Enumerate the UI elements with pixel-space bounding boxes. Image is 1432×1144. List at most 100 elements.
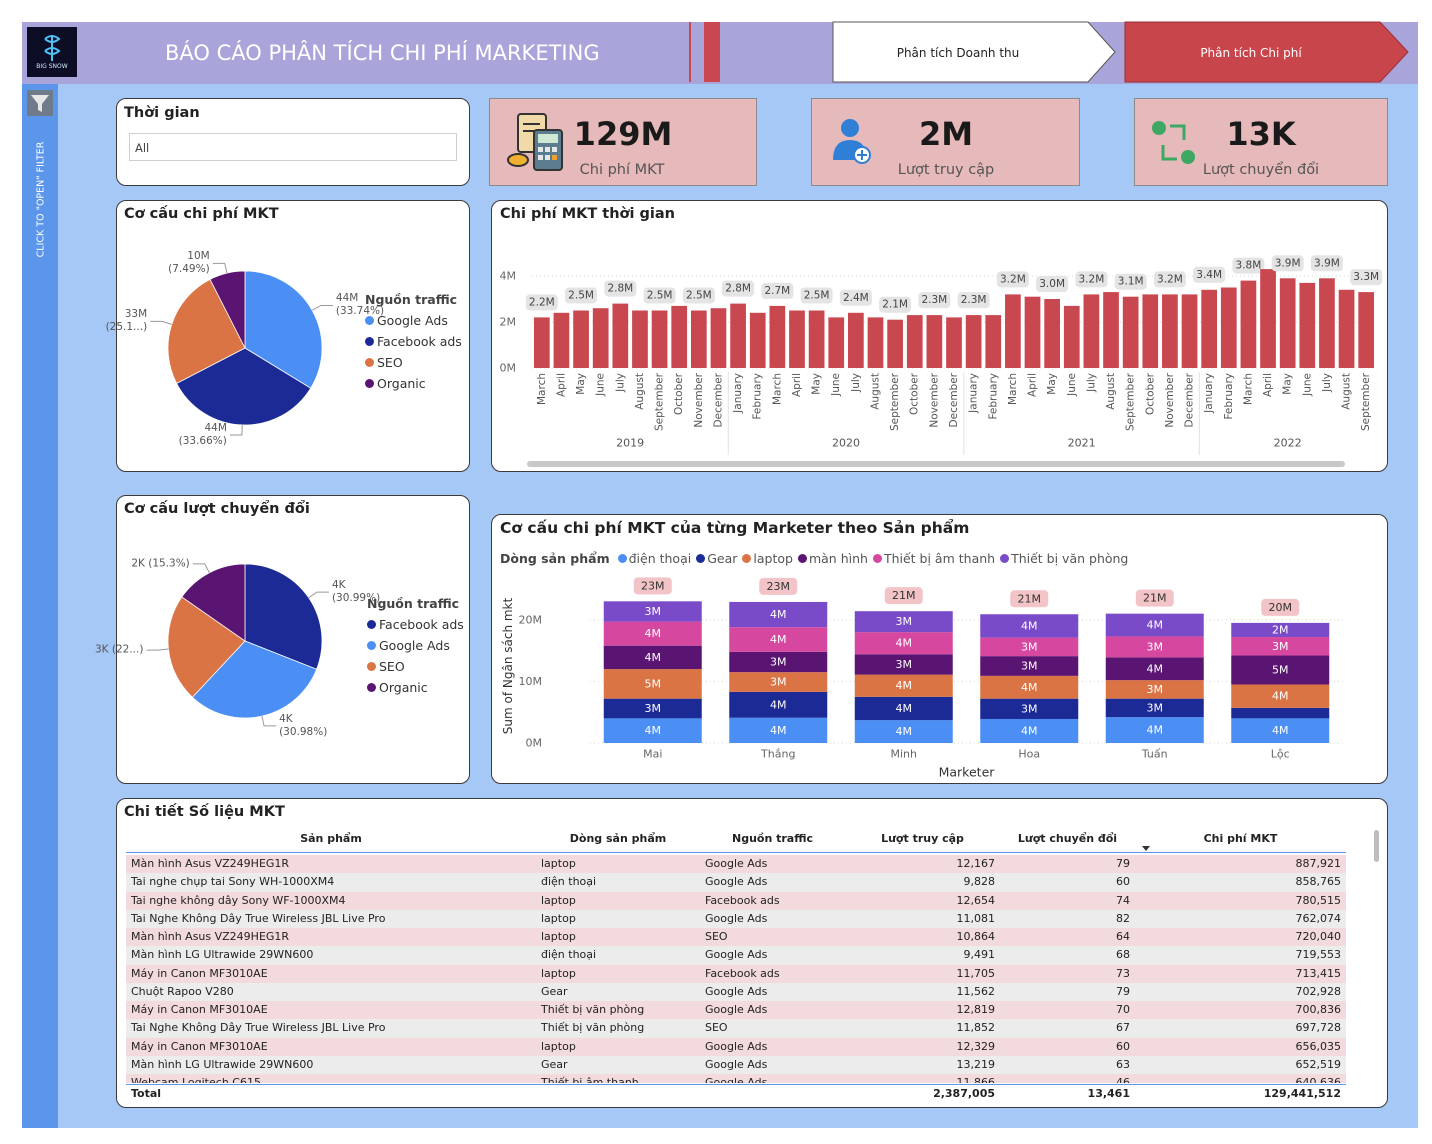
table-cell: 780,515 [1295, 893, 1342, 907]
legend-label: màn hình [808, 551, 868, 566]
data-label: 3M [645, 702, 662, 715]
total-label-background [633, 577, 672, 595]
bar-segment [980, 698, 1079, 719]
bar [1260, 269, 1276, 368]
filter-icon[interactable] [27, 90, 53, 116]
table-header-line [126, 852, 1346, 853]
x-tick-label: Lộc [1271, 748, 1290, 761]
table-row: Tai nghe không dây Sony WF-1000XM4 laptop… [126, 891, 1346, 910]
legend-marker [367, 662, 376, 671]
nav-button[interactable] [832, 21, 1116, 83]
bar [1122, 296, 1139, 368]
x-group-label: 2022 [1274, 437, 1302, 450]
legend-item: SEO [367, 659, 464, 674]
legend-item: Google Ads [365, 313, 462, 328]
data-label: 2K (15.3%) [131, 557, 190, 570]
x-tick-label: Mai [643, 748, 662, 761]
label-background [1153, 271, 1186, 288]
legend-item: Facebook ads [365, 334, 462, 349]
legend-label: Organic [379, 680, 428, 695]
table-cell: 12,329 [956, 1039, 996, 1053]
pie-slice [191, 640, 318, 719]
scrollbar[interactable] [1374, 830, 1379, 862]
table-cell: Thiết bị văn phòng [541, 1003, 645, 1016]
column-header: Lượt truy cập [881, 832, 964, 845]
data-label: 4M [770, 608, 787, 621]
label-background [918, 292, 951, 309]
label-background [604, 280, 637, 297]
x-tick-label: December [712, 372, 724, 427]
leader-line [311, 304, 333, 311]
table-row: Chuột Rapoo V280 Gear Google Ads 11,562 79 70… [126, 982, 1346, 1001]
x-tick-label: April [791, 373, 803, 397]
table-cell: Tai Nghe Không Dây True Wireless JBL Liv… [131, 911, 386, 925]
table-cell: Facebook ads [705, 966, 780, 980]
total-label: 21M [1143, 592, 1167, 605]
bar-segment [854, 674, 953, 697]
bar [1162, 294, 1178, 368]
nav-label[interactable]: Phân tích Doanh thu [897, 46, 1020, 60]
bar-segment [729, 627, 828, 652]
x-tick-label: April [1262, 373, 1274, 397]
slicer-dropdown[interactable] [129, 133, 457, 161]
filter-strip[interactable] [22, 84, 58, 1128]
data-label: 4M [770, 698, 787, 711]
table-cell: 9,828 [963, 875, 996, 889]
nav-label[interactable]: Phân tích Chi phí [1200, 46, 1302, 60]
y-tick-label: 0M [500, 362, 517, 375]
legend-marker [365, 379, 374, 388]
nav-button[interactable] [1124, 21, 1409, 83]
x-tick-label: September [889, 372, 901, 431]
legend-title: Dòng sản phẩm [500, 551, 610, 566]
table-row: Tai Nghe Không Dây True Wireless JBL Liv… [126, 1019, 1346, 1038]
table-row: Máy in Canon MF3010AE Thiết bị văn phòng G… [126, 1001, 1346, 1020]
bar [965, 315, 982, 368]
kpi-label: Lượt chuyển đổi [1202, 162, 1320, 178]
legend-marker [365, 337, 374, 346]
pie-slice [176, 347, 312, 426]
label-background [879, 296, 912, 313]
data-label: 3M [1272, 640, 1289, 653]
table-cell [536, 1085, 700, 1103]
bar [789, 310, 805, 368]
chart-title: Chi phí MKT thời gian [500, 206, 675, 222]
bar-segment [1105, 657, 1204, 681]
x-tick-label: April [555, 373, 567, 397]
x-tick-label: February [987, 373, 999, 420]
legend-title: Nguồn traffic [365, 292, 458, 307]
table-cell: Webcam Logitech C615 [131, 1076, 261, 1083]
bar [1299, 282, 1316, 368]
x-tick-label: February [1223, 373, 1235, 420]
bar [1338, 289, 1355, 368]
slicer-value: All [135, 141, 150, 155]
legend-item: laptop [742, 551, 793, 566]
bar-segment [1105, 717, 1204, 743]
data-label: 2.2M [529, 296, 555, 308]
bar-segment [1231, 655, 1330, 685]
bar [612, 303, 629, 368]
x-tick-label: August [634, 373, 646, 410]
total-label: 21M [892, 589, 916, 602]
data-label: 4M [896, 702, 913, 715]
bar [848, 312, 864, 368]
bar [828, 317, 845, 368]
table-cell: 762,074 [1295, 911, 1342, 925]
table-cell: Tai nghe chụp tai Sony WH-1000XM4 [131, 875, 335, 889]
data-label: 4M [770, 724, 787, 737]
sort-indicator[interactable] [1142, 846, 1150, 851]
total-label-background [1261, 598, 1300, 616]
table-cell: 67 [1116, 1021, 1130, 1035]
bar-segment [854, 611, 953, 633]
slicer-title: Thời gian [124, 105, 200, 121]
bar [671, 305, 688, 368]
kpi-icon [1152, 121, 1195, 164]
data-label: 3.0M [1039, 278, 1065, 290]
x-tick-label: June [830, 373, 842, 397]
data-label: 4M [1021, 681, 1038, 694]
bar-segment [980, 637, 1079, 657]
legend-label: Organic [377, 376, 426, 391]
data-label: 4M [770, 633, 787, 646]
bar [1005, 294, 1021, 368]
data-label: 2.7M [764, 285, 790, 297]
table-cell: 713,415 [1295, 966, 1342, 980]
